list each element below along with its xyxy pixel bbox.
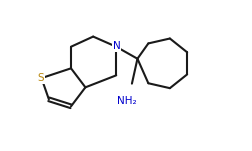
Text: NH₂: NH₂ [117, 96, 137, 106]
Text: S: S [37, 73, 44, 83]
Text: N: N [113, 41, 121, 51]
